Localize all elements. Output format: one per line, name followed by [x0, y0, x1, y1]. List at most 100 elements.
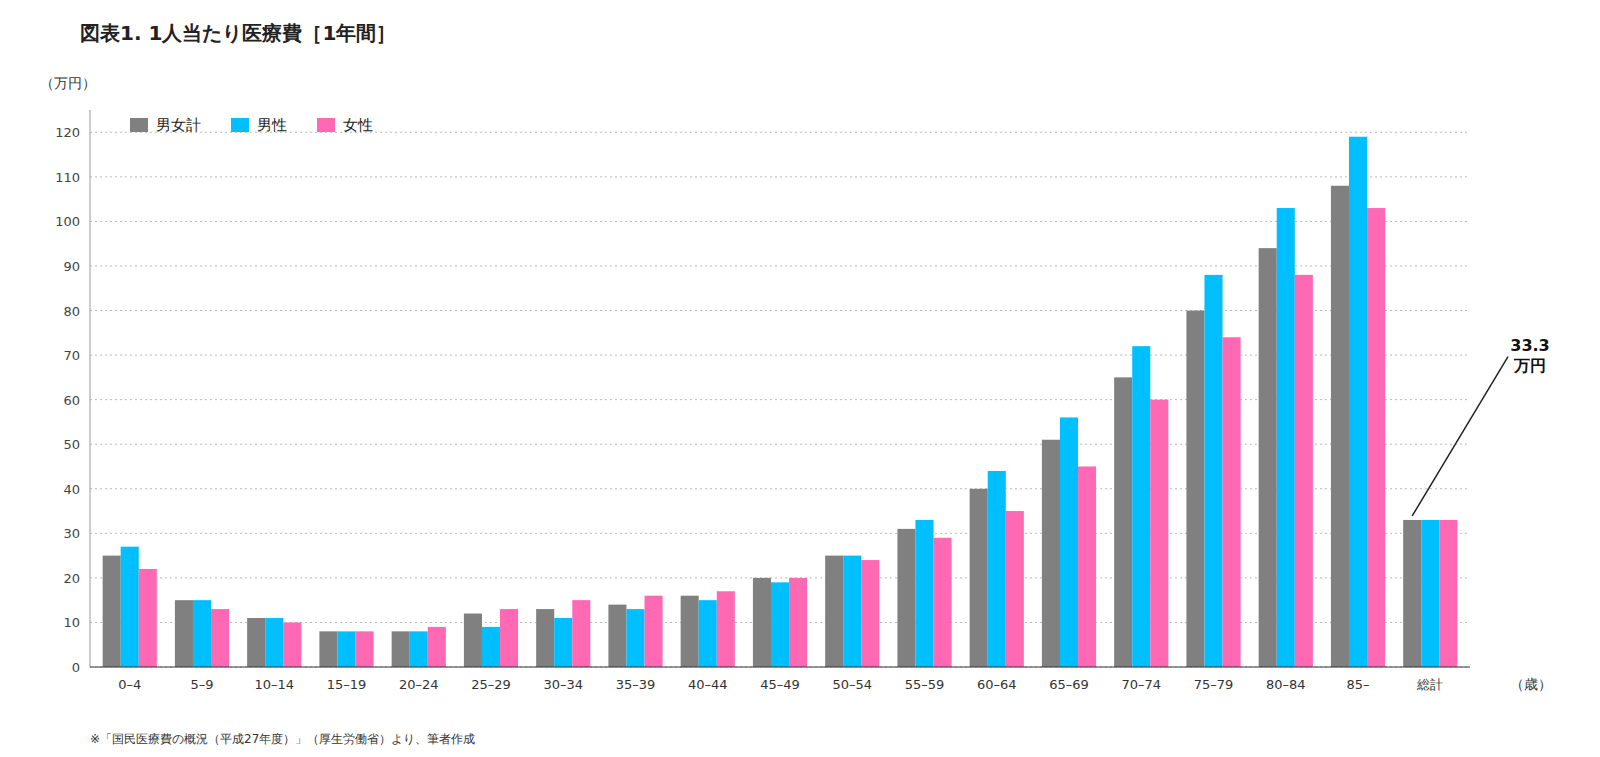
- bar: [175, 600, 193, 667]
- bar: [265, 618, 283, 667]
- bar: [554, 618, 572, 667]
- bar: [319, 631, 337, 667]
- legend-swatch: [317, 118, 335, 132]
- footnote: ※「国民医療費の概況（平成27年度）」（厚生労働省）より、筆者作成: [90, 732, 475, 746]
- annotation-line-text: 万円: [1513, 356, 1546, 375]
- bar: [283, 622, 301, 667]
- legend-swatch: [130, 118, 148, 132]
- legend-swatch: [231, 118, 249, 132]
- bar: [1367, 208, 1385, 667]
- x-tick-label: 75–79: [1194, 677, 1234, 692]
- x-tick-label: 65–69: [1049, 677, 1089, 692]
- bar: [1223, 337, 1241, 667]
- bar: [897, 529, 915, 667]
- bar: [211, 609, 229, 667]
- bar: [608, 605, 626, 667]
- y-tick-label: 120: [55, 125, 80, 140]
- bar: [915, 520, 933, 667]
- y-tick-label: 80: [63, 304, 80, 319]
- bar: [121, 547, 139, 667]
- bar: [1114, 377, 1132, 667]
- bar: [753, 578, 771, 667]
- y-axis-label: （万円）: [40, 75, 96, 91]
- chart: 図表1. 1人当たり医療費［1年間］（万円）010203040506070809…: [0, 0, 1600, 757]
- bar: [410, 631, 428, 667]
- bar: [1150, 400, 1168, 667]
- bar: [247, 618, 265, 667]
- bar: [1042, 440, 1060, 667]
- y-tick-label: 100: [55, 214, 80, 229]
- y-tick-label: 70: [63, 348, 80, 363]
- bar: [1421, 520, 1439, 667]
- bar: [103, 556, 121, 667]
- bar: [1439, 520, 1457, 667]
- y-tick-label: 110: [55, 170, 80, 185]
- grid: [90, 132, 1470, 667]
- x-tick-label: 70–74: [1121, 677, 1161, 692]
- legend-label: 男性: [257, 116, 287, 134]
- bar: [1277, 208, 1295, 667]
- y-tick-label: 90: [63, 259, 80, 274]
- bar: [193, 600, 211, 667]
- bar: [500, 609, 518, 667]
- y-axis-line: [90, 110, 91, 667]
- bar: [681, 596, 699, 667]
- y-tick-label: 10: [63, 615, 80, 630]
- grid-line: [90, 667, 1470, 668]
- legend-label: 男女計: [156, 116, 201, 134]
- annotation: 33.3万円: [1510, 336, 1549, 375]
- x-tick-label: 0–4: [118, 677, 141, 692]
- x-tick-label: 50–54: [832, 677, 872, 692]
- x-tick-label: 60–64: [977, 677, 1017, 692]
- bar: [825, 556, 843, 667]
- x-axis-line: [90, 667, 1470, 668]
- x-tick-label: 25–29: [471, 677, 511, 692]
- x-tick-label: 85–: [1346, 677, 1369, 692]
- bar: [717, 591, 735, 667]
- bar: [1349, 137, 1367, 667]
- grid-line: [90, 132, 1470, 133]
- bar: [1132, 346, 1150, 667]
- bar: [1204, 275, 1222, 667]
- bar: [464, 614, 482, 667]
- bar: [843, 556, 861, 667]
- y-tick-label: 20: [63, 571, 80, 586]
- x-tick-label: 15–19: [327, 677, 367, 692]
- x-tick-label: 30–34: [543, 677, 583, 692]
- grid-line: [90, 221, 1470, 222]
- bar: [1259, 248, 1277, 667]
- bar: [1060, 417, 1078, 667]
- x-tick-label: 55–59: [905, 677, 945, 692]
- x-tick-label: 20–24: [399, 677, 439, 692]
- bar: [139, 569, 157, 667]
- grid-line: [90, 176, 1470, 177]
- bar: [789, 578, 807, 667]
- y-tick-label: 60: [63, 393, 80, 408]
- x-tick-label: 45–49: [760, 677, 800, 692]
- bar: [970, 489, 988, 667]
- y-tick-label: 40: [63, 482, 80, 497]
- bar: [645, 596, 663, 667]
- annotation-line: [1412, 357, 1508, 516]
- legend-label: 女性: [343, 116, 373, 134]
- y-tick-label: 30: [63, 526, 80, 541]
- annotation-line-text: 33.3: [1510, 336, 1549, 355]
- bar: [356, 631, 374, 667]
- legend: 男女計 男性 女性: [130, 116, 373, 134]
- x-tick-label: 総計: [1416, 677, 1443, 692]
- bar: [699, 600, 717, 667]
- bar: [626, 609, 644, 667]
- x-tick-label: 10–14: [254, 677, 294, 692]
- bar: [1006, 511, 1024, 667]
- bar: [1186, 311, 1204, 667]
- bar: [934, 538, 952, 667]
- bar: [988, 471, 1006, 667]
- bar: [392, 631, 410, 667]
- bar: [1403, 520, 1421, 667]
- bars: [103, 137, 1458, 667]
- x-tick-label: 35–39: [616, 677, 656, 692]
- bar: [337, 631, 355, 667]
- bar: [1078, 466, 1096, 667]
- x-tick-label: 40–44: [688, 677, 728, 692]
- y-tick-label: 50: [63, 437, 80, 452]
